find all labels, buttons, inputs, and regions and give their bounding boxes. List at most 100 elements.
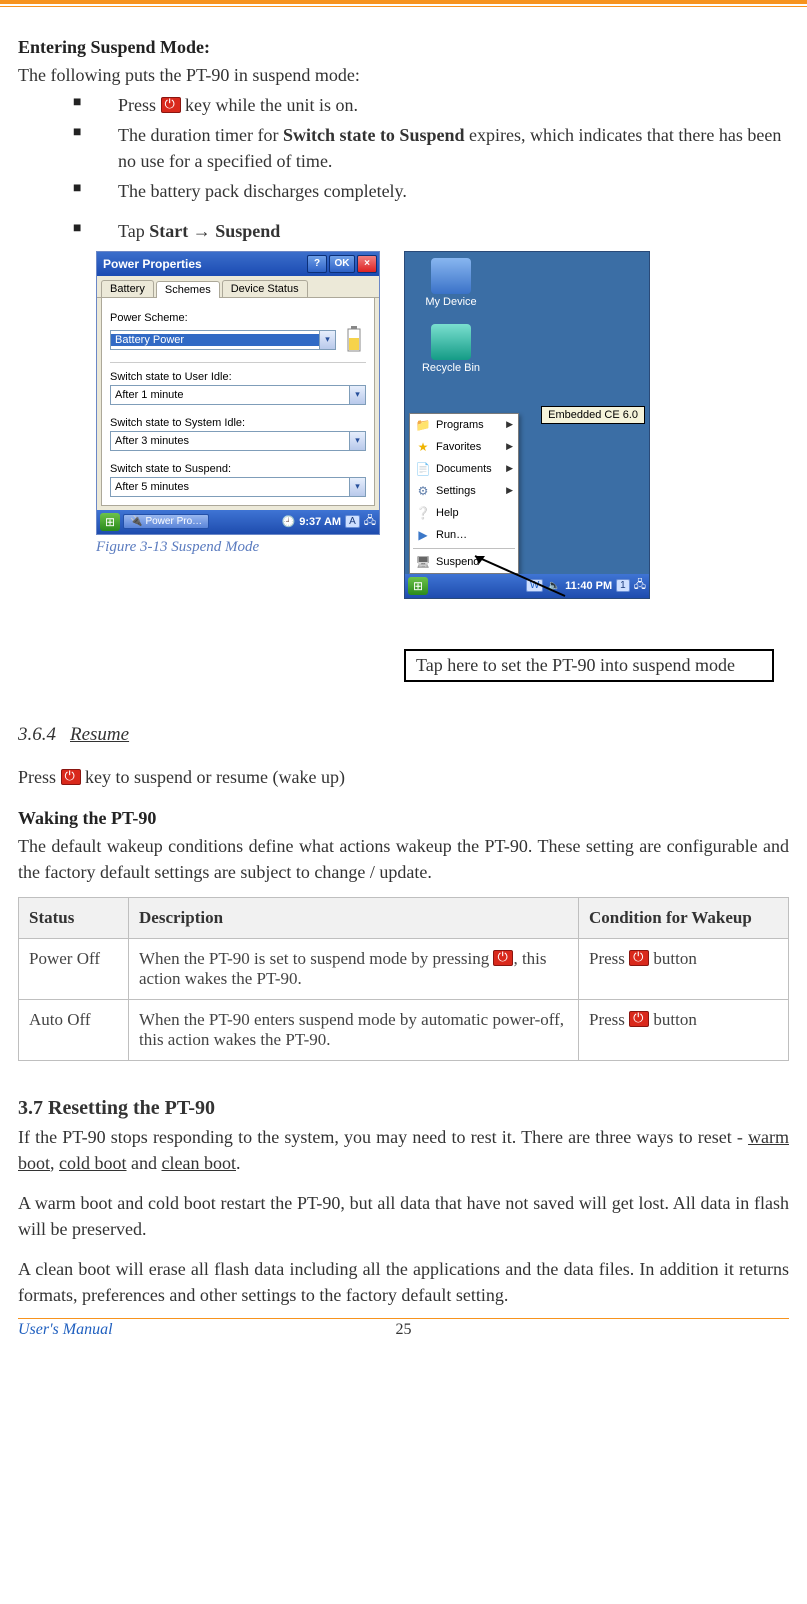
- reset-p3: A clean boot will erase all flash data i…: [18, 1256, 789, 1308]
- section-3-6-4-heading: 3.6.4Resume: [18, 724, 789, 746]
- system-tray: 🕘 9:37 AM A 🖧: [282, 512, 376, 531]
- power-icon: [161, 97, 181, 113]
- user-idle-value: After 1 minute: [111, 389, 349, 401]
- menu-run[interactable]: ▶Run…: [410, 524, 518, 546]
- gear-icon: ⚙: [415, 483, 431, 499]
- system-idle-value: After 3 minutes: [111, 435, 349, 447]
- power-properties-window: Power Properties ? OK × Battery Schemes …: [96, 251, 380, 535]
- menu-settings[interactable]: ⚙ Settings ▶: [410, 480, 518, 502]
- taskbar: ⊞ 🔌 Power Pro… 🕘 9:37 AM A 🖧: [97, 510, 379, 534]
- titlebar: Power Properties ? OK ×: [97, 252, 379, 276]
- b4-arrow: →: [188, 221, 215, 241]
- system-idle-label: Switch state to System Idle:: [110, 417, 366, 429]
- ok-button[interactable]: OK: [329, 255, 355, 273]
- r2c3-post: button: [649, 1010, 697, 1029]
- r2c3-pre: Press: [589, 1010, 629, 1029]
- cell-status-2: Auto Off: [19, 999, 129, 1060]
- chevron-right-icon: ▶: [506, 463, 513, 474]
- menu-settings-label: Settings: [436, 485, 476, 497]
- th-description: Description: [129, 897, 579, 938]
- header-rule-thin: [0, 6, 807, 7]
- reset-p1-pre: If the PT-90 stops responding to the sys…: [18, 1127, 748, 1147]
- power-icon: [629, 950, 649, 966]
- taskbar-clock: 9:37 AM: [299, 516, 341, 528]
- power-scheme-value: Battery Power: [111, 334, 319, 346]
- recycle-bin-icon[interactable]: Recycle Bin: [411, 324, 491, 374]
- tray-net-icon[interactable]: 🖧: [634, 576, 646, 595]
- reset-and: and: [127, 1153, 162, 1173]
- cell-status-1: Power Off: [19, 938, 129, 999]
- chevron-right-icon: ▶: [506, 485, 513, 496]
- chevron-right-icon: ▶: [506, 419, 513, 430]
- suspend-combo[interactable]: After 5 minutes ▾: [110, 477, 366, 497]
- desk-start-button[interactable]: ⊞: [408, 577, 428, 595]
- tray-1-icon[interactable]: 1: [616, 579, 630, 592]
- taskbar-app-label: Power Pro…: [145, 516, 202, 527]
- chevron-down-icon[interactable]: ▾: [349, 432, 365, 450]
- power-icon: [493, 950, 513, 966]
- entering-suspend-title: Entering Suspend Mode:: [18, 37, 789, 58]
- desk-taskbar: ⊞ W 🔈 11:40 PM 1 🖧: [405, 574, 649, 598]
- tray-w-icon[interactable]: W: [526, 579, 543, 592]
- footer: User's Manual 25: [18, 1319, 789, 1343]
- cell-desc-1: When the PT-90 is set to suspend mode by…: [129, 938, 579, 999]
- power-scheme-combo[interactable]: Battery Power ▾: [110, 330, 336, 350]
- window-title: Power Properties: [103, 257, 202, 271]
- menu-run-label: Run…: [436, 529, 467, 541]
- tab-schemes[interactable]: Schemes: [156, 281, 220, 298]
- menu-favorites[interactable]: ★Favorites▶: [410, 436, 518, 458]
- menu-documents-label: Documents: [436, 463, 492, 475]
- close-button[interactable]: ×: [357, 255, 377, 273]
- table-header-row: Status Description Condition for Wakeup: [19, 897, 789, 938]
- cell-cond-2: Press button: [579, 999, 789, 1060]
- menu-programs-label: Programs: [436, 419, 484, 431]
- callout-box: Tap here to set the PT-90 into suspend m…: [404, 649, 774, 682]
- system-idle-combo[interactable]: After 3 minutes ▾: [110, 431, 366, 451]
- bullet-tap-start: Tap Start → Suspend: [18, 218, 789, 244]
- chevron-down-icon[interactable]: ▾: [349, 386, 365, 404]
- chevron-right-icon: ▶: [506, 441, 513, 452]
- document-icon: 📄: [415, 461, 431, 477]
- menu-documents[interactable]: 📄 Documents ▶: [410, 458, 518, 480]
- b4-pre: Tap: [118, 221, 149, 241]
- tab-device-status[interactable]: Device Status: [222, 280, 308, 297]
- folder-icon: 📁: [415, 417, 431, 433]
- my-device-icon[interactable]: My Device: [411, 258, 491, 308]
- monitor-icon: 🖥: [415, 554, 431, 570]
- menu-suspend[interactable]: 🖥Suspend: [410, 551, 518, 573]
- reset-p1: If the PT-90 stops responding to the sys…: [18, 1124, 789, 1176]
- menu-help-label: Help: [436, 507, 459, 519]
- help-button[interactable]: ?: [307, 255, 327, 273]
- table-row: Power Off When the PT-90 is set to suspe…: [19, 938, 789, 999]
- tray-a-icon[interactable]: A: [345, 515, 360, 528]
- schemes-panel: Power Scheme: Battery Power ▾ Switch sta…: [101, 298, 375, 506]
- footer-page: 25: [275, 1321, 532, 1339]
- header-rule-thick: [0, 0, 807, 4]
- taskbar-app-button[interactable]: 🔌 Power Pro…: [123, 514, 209, 529]
- waking-heading: Waking the PT-90: [18, 808, 789, 829]
- power-icon: [629, 1011, 649, 1027]
- help-icon: ❔: [415, 505, 431, 521]
- suspend-value: After 5 minutes: [111, 481, 349, 493]
- speaker-icon[interactable]: 🔈: [547, 579, 561, 592]
- start-menu: 📁 Programs ▶ ★Favorites▶ 📄 Documents ▶ ⚙ Sett…: [409, 413, 519, 574]
- tray-net-icon[interactable]: 🖧: [364, 512, 376, 531]
- desk-clock: 11:40 PM: [565, 580, 612, 592]
- page-body: Entering Suspend Mode: The following put…: [0, 21, 807, 1353]
- chevron-down-icon[interactable]: ▾: [349, 478, 365, 496]
- power-icon: [61, 769, 81, 785]
- b1-pre: Press: [118, 95, 161, 115]
- recycle-bin-label: Recycle Bin: [422, 362, 480, 374]
- suspend-bullet-tap: Tap Start → Suspend: [18, 218, 789, 244]
- menu-help[interactable]: ❔ Help: [410, 502, 518, 524]
- cold-boot-link: cold boot: [59, 1153, 127, 1173]
- th-condition: Condition for Wakeup: [579, 897, 789, 938]
- menu-programs[interactable]: 📁 Programs ▶: [410, 414, 518, 436]
- chevron-down-icon[interactable]: ▾: [319, 331, 335, 349]
- tab-battery[interactable]: Battery: [101, 280, 154, 297]
- cell-desc-2: When the PT-90 enters suspend mode by au…: [129, 999, 579, 1060]
- reset-dot: .: [236, 1153, 241, 1173]
- user-idle-combo[interactable]: After 1 minute ▾: [110, 385, 366, 405]
- start-button[interactable]: ⊞: [100, 513, 120, 531]
- clean-boot-link: clean boot: [162, 1153, 236, 1173]
